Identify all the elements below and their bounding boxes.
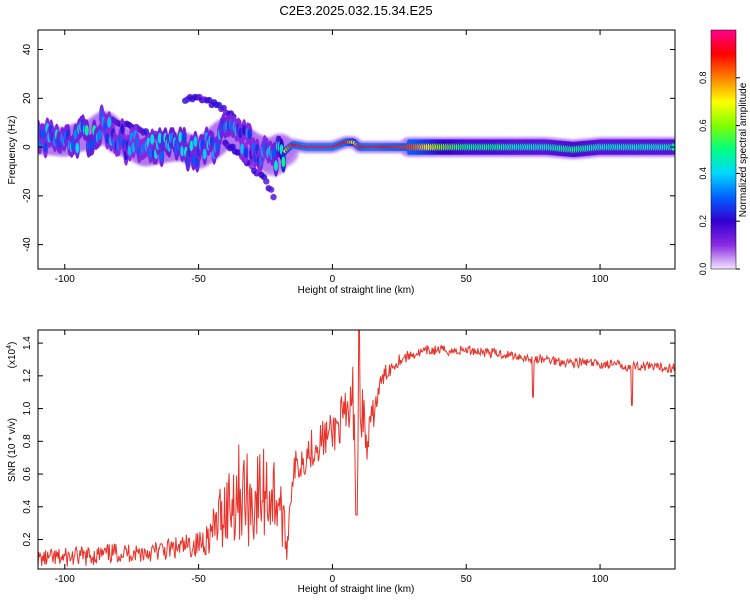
spectrogram-data — [38, 93, 675, 201]
heatmap-core-cell — [243, 147, 248, 159]
heatmap-core-cell — [73, 128, 78, 140]
snr-panel: -100 -50 0 50 100 0.2 0.4 0.6 0.8 1.0 1.2 1.4 Heigh… — [6, 329, 676, 595]
snr-frame — [37, 329, 676, 570]
heatmap-core-cell — [157, 132, 162, 144]
spectrogram-panel: -100 -50 0 50 100 -40 -20 0 20 40 Height of strai… — [7, 29, 676, 296]
heatmap-core-cell — [202, 148, 207, 160]
heatmap-core-cell — [182, 132, 187, 144]
heatmap-core-cell — [191, 154, 196, 165]
y-tick-label: 0.8 — [22, 434, 33, 448]
colorbar-ticks: 0.0 0.2 0.4 0.6 0.8 — [698, 72, 740, 276]
heatmap-core-cell — [107, 116, 112, 128]
x-tick-label: -50 — [191, 274, 206, 285]
spectrogram-ticks: -100 -50 0 50 100 -40 -20 0 20 40 — [22, 30, 675, 285]
x-tick-label: -50 — [191, 574, 206, 585]
snr-scale-close: ) — [7, 342, 18, 345]
heatmap-core-cell — [150, 134, 155, 145]
colorbar-tick-label: 0.2 — [698, 215, 708, 228]
colorbar-tick-label: 0.8 — [698, 72, 708, 85]
heatmap-core-cell — [273, 160, 278, 172]
heatmap-core-cell — [75, 142, 80, 154]
y-tick-label: 40 — [22, 44, 33, 56]
x-tick-label: 50 — [461, 274, 473, 285]
heatmap-band-cell — [206, 96, 213, 104]
y-tick-label: 20 — [22, 92, 33, 104]
y-tick-label: 0.2 — [22, 532, 33, 546]
y-tick-label: 0.4 — [22, 499, 33, 513]
heatmap-core-cell — [43, 141, 48, 153]
y-tick-label: -40 — [22, 237, 33, 252]
heatmap-core-cell — [97, 129, 102, 141]
x-tick-label: -100 — [55, 574, 75, 585]
heatmap-band-cell — [263, 178, 270, 185]
heatmap-core-cell — [90, 139, 95, 150]
y-tick-label: -20 — [22, 188, 33, 203]
colorbar-tick-label: 0.6 — [698, 119, 708, 132]
x-tick-label: 100 — [592, 574, 609, 585]
heatmap-core-cell — [193, 136, 198, 148]
y-tick-label: 1.4 — [22, 336, 33, 350]
spectrogram-y-label: Frequency (Hz) — [7, 116, 18, 185]
heatmap-core-cell — [178, 131, 183, 143]
y-tick-label: 1.0 — [22, 401, 33, 415]
figure-title: C2E3.2025.032.15.34.E25 — [279, 3, 432, 18]
heatmap-core-cell — [281, 156, 286, 168]
colorbar: 0.0 0.2 0.4 0.6 0.8 Normalized spectral ampl… — [698, 29, 749, 276]
heatmap-core-cell — [159, 150, 164, 162]
heatmap-core-cell — [240, 143, 245, 155]
x-tick-label: 0 — [330, 274, 336, 285]
heatmap-core-cell — [180, 145, 185, 157]
x-tick-label: 0 — [330, 574, 336, 585]
snr-series-line — [38, 330, 675, 568]
heatmap-band-cell — [270, 193, 277, 201]
heatmap-core-cell — [238, 127, 243, 139]
colorbar-tick-label: 0.0 — [698, 263, 708, 276]
heatmap-core-cell — [247, 128, 252, 140]
snr-scale-exponent: 4 — [6, 345, 13, 349]
x-tick-label: 100 — [592, 274, 609, 285]
snr-scale-note: (x104) — [6, 342, 18, 369]
heatmap-core-cell — [242, 124, 247, 136]
heatmap-band-cell — [267, 186, 275, 193]
heatmap-band-cell — [220, 104, 227, 112]
heatmap-band-cell — [229, 143, 236, 150]
spectrogram-frame — [37, 29, 676, 270]
snr-x-label: Height of straight line (km) — [298, 584, 415, 595]
snr-y-label: SNR (10 * v/v) — [7, 418, 18, 482]
heatmap-core-cell — [120, 123, 125, 135]
x-tick-label: -100 — [55, 274, 75, 285]
heatmap-core-cell — [105, 133, 110, 144]
spectrogram-x-label: Height of straight line (km) — [298, 285, 415, 296]
heatmap-core-cell — [84, 124, 89, 136]
snr-plot-area — [38, 330, 675, 568]
x-tick-label: 50 — [461, 574, 473, 585]
y-tick-label: 0.6 — [22, 467, 33, 481]
y-tick-label: 1.2 — [22, 368, 33, 382]
svg-text:(x104): (x104) — [6, 342, 18, 369]
snr-scale-note-text: (x10 — [7, 348, 18, 368]
heatmap-core-cell — [189, 140, 194, 152]
y-tick-label: 0 — [22, 144, 33, 150]
snr-ticks: -100 -50 0 50 100 0.2 0.4 0.6 0.8 1.0 1.2 1.4 — [22, 330, 675, 585]
colorbar-label: Normalized spectral amplitude — [738, 82, 749, 217]
colorbar-gradient — [710, 29, 737, 270]
colorbar-tick-label: 0.4 — [698, 167, 708, 180]
